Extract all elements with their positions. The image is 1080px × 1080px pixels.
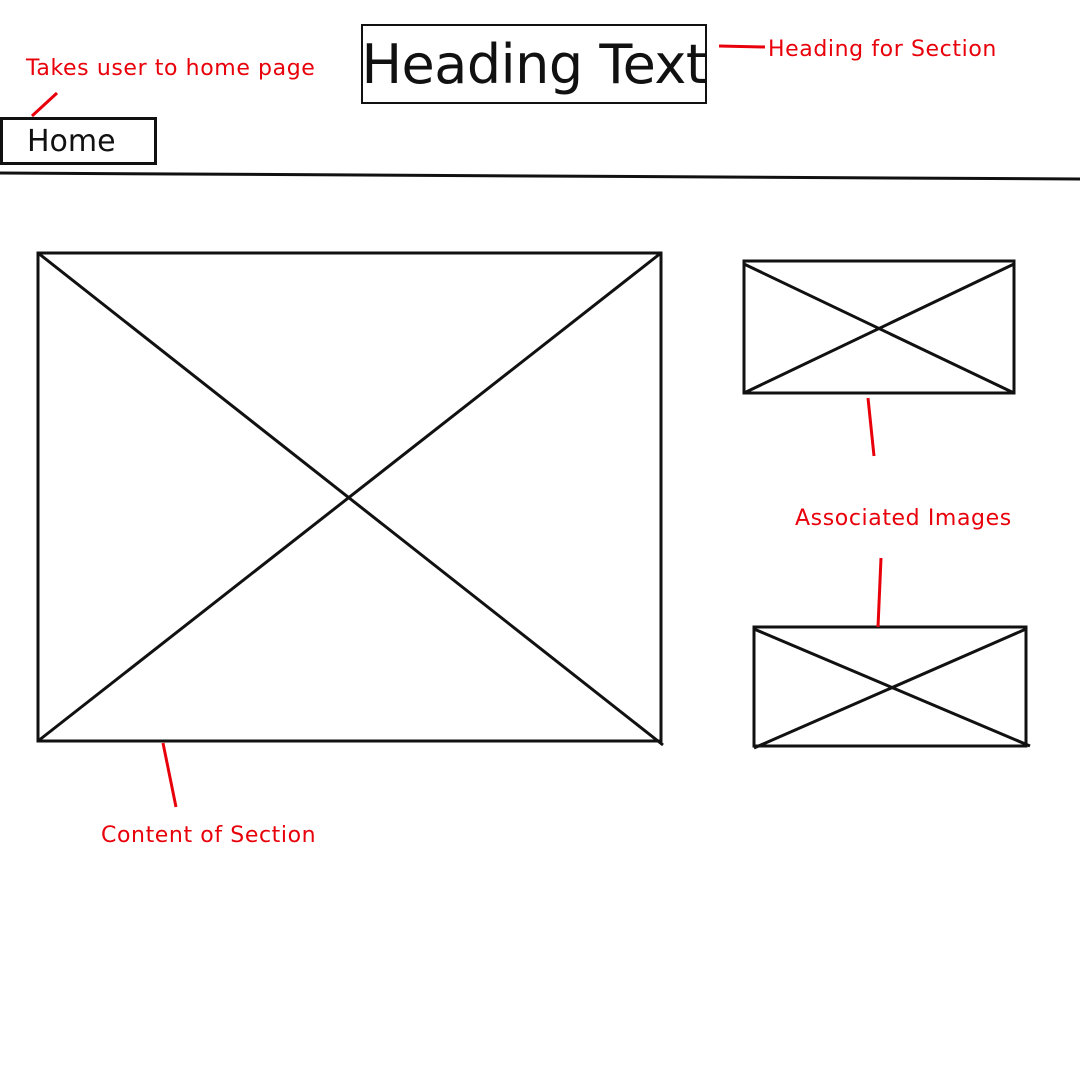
annotation-heading: Heading for Section (768, 37, 997, 62)
annotation-content: Content of Section (101, 823, 317, 848)
pointer-image-1 (866, 397, 876, 457)
home-button[interactable]: Home (0, 117, 157, 165)
pointer-image-2 (876, 557, 883, 628)
home-button-label: Home (27, 123, 116, 159)
pointer-home (30, 91, 59, 118)
associated-image-placeholder-1 (742, 259, 1016, 395)
heading-box: Heading Text (361, 24, 707, 104)
annotation-home: Takes user to home page (26, 56, 316, 81)
annotation-associated-images: Associated Images (795, 506, 1012, 531)
associated-image-placeholder-2 (752, 625, 1031, 750)
header-divider (0, 171, 1080, 181)
pointer-content (161, 742, 178, 808)
pointer-heading (718, 44, 766, 49)
main-content-placeholder (36, 251, 664, 747)
page-title: Heading Text (361, 32, 707, 96)
